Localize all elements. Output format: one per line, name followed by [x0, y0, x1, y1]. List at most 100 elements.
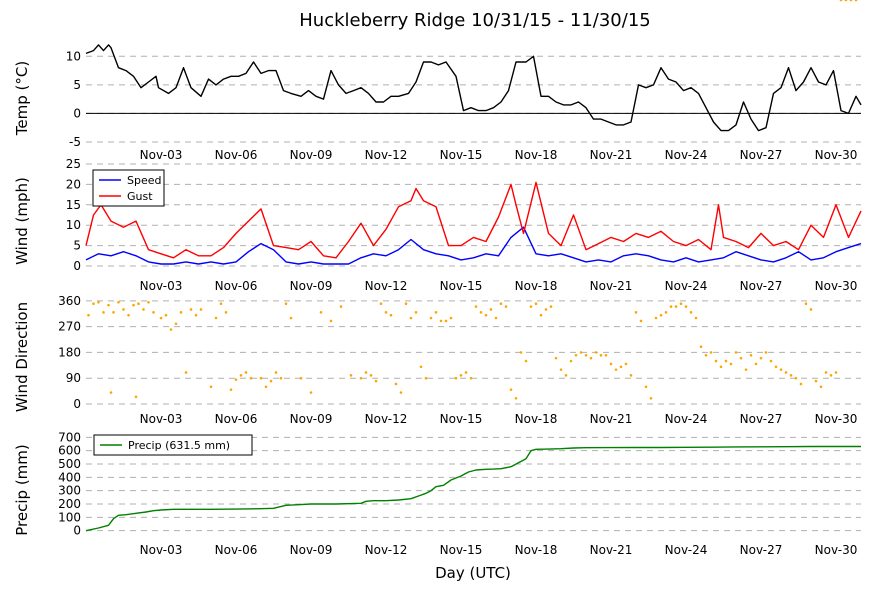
- wind-direction-point: [127, 313, 130, 317]
- legend-entry: Speed: [127, 174, 161, 187]
- x-tick-label: Nov-27: [740, 543, 783, 557]
- y-tick-label: 25: [66, 157, 81, 171]
- wind-direction-point: [309, 391, 313, 394]
- x-tick-label: Nov-03: [140, 543, 183, 557]
- wind-direction-point: [529, 305, 533, 308]
- wind-direction-point: [474, 305, 478, 308]
- wind-direction-point: [714, 359, 718, 363]
- wind-direction-point: [839, 0, 843, 2]
- wind-direction-point: [754, 362, 758, 366]
- x-tick-label: Nov-24: [665, 412, 708, 426]
- wind-direction-point: [744, 368, 748, 371]
- x-tick-label: Nov-18: [515, 412, 558, 426]
- wind-direction-point: [779, 368, 783, 371]
- wind-direction-point: [147, 300, 150, 304]
- wind-direction-point: [454, 376, 458, 380]
- wind-direction-point: [834, 371, 838, 374]
- wind-direction-point: [729, 362, 733, 366]
- wind-direction-point: [694, 316, 698, 320]
- wind-direction-point: [654, 316, 658, 320]
- wind-direction-point: [814, 379, 818, 383]
- wind-direction-point: [799, 382, 803, 386]
- wind-direction-point: [97, 300, 100, 304]
- wind-direction-point: [284, 302, 288, 306]
- wind-direction-point: [649, 396, 653, 400]
- x-tick-label: Nov-24: [665, 148, 708, 162]
- y-tick-label: 15: [66, 198, 81, 212]
- wind-direction-point: [274, 371, 278, 374]
- wind-direction-point: [179, 311, 183, 314]
- wind-direction-point: [269, 379, 273, 383]
- wind-direction-point: [724, 359, 728, 363]
- wind-direction-point: [264, 385, 268, 389]
- wind-direction-point: [434, 311, 438, 314]
- wind-direction-point: [794, 376, 798, 380]
- wind-direction-point: [484, 313, 488, 317]
- wind-direction-point: [734, 351, 738, 354]
- y-tick-label: 400: [58, 470, 81, 484]
- wind-direction-point: [87, 313, 90, 317]
- x-axis-label: Day (UTC): [435, 564, 511, 582]
- x-tick-label: Nov-12: [365, 279, 408, 293]
- legend: Speed Gust: [92, 169, 165, 207]
- wind-direction-point: [359, 376, 363, 380]
- wind-direction-point: [674, 305, 678, 308]
- wind-direction-point: [444, 319, 448, 323]
- wind-direction-point: [829, 374, 833, 377]
- series-line-gust: [85, 181, 862, 259]
- y-tick-label: 270: [58, 320, 81, 334]
- x-tick-label: Nov-06: [215, 279, 258, 293]
- wind-direction-point: [699, 345, 703, 349]
- wind-direction-point: [554, 356, 558, 360]
- wind-direction-point: [389, 313, 393, 317]
- wind-direction-point: [689, 311, 693, 314]
- wind-direction-point: [279, 376, 283, 380]
- wind-direction-point: [609, 362, 613, 366]
- y-tick-label: 0: [73, 259, 81, 273]
- panel-1: -5 0 5 10 Nov-03 Nov-06 Nov-09 Nov-12 Nov-15 Nov-…: [13, 44, 862, 162]
- wind-direction-point: [489, 308, 493, 311]
- x-tick-label: Nov-27: [740, 412, 783, 426]
- wind-direction-point: [599, 353, 603, 357]
- x-tick-label: Nov-21: [590, 148, 633, 162]
- panel-3: 0 90 180 270 360 Nov-03 Nov-06 Nov-09 Nov-12 Nov-…: [13, 0, 861, 426]
- wind-direction-point: [844, 0, 848, 2]
- x-tick-label: Nov-18: [515, 543, 558, 557]
- wind-direction-point: [549, 305, 553, 308]
- wind-direction-point: [374, 379, 378, 383]
- wind-direction-point: [774, 365, 778, 369]
- wind-direction-point: [234, 378, 238, 381]
- x-tick-label: Nov-06: [215, 148, 258, 162]
- wind-direction-point: [404, 302, 408, 306]
- wind-direction-point: [132, 303, 135, 307]
- wind-direction-point: [604, 353, 608, 357]
- x-tick-label: Nov-12: [365, 412, 408, 426]
- wind-direction-point: [409, 316, 413, 320]
- wind-direction-point: [459, 374, 463, 377]
- y-axis-label: Temp (°C): [13, 61, 31, 136]
- wind-direction-point: [769, 359, 773, 363]
- wind-direction-point: [419, 365, 423, 369]
- wind-direction-point: [259, 376, 263, 380]
- wind-direction-point: [759, 356, 763, 360]
- x-tick-label: Nov-27: [740, 148, 783, 162]
- wind-direction-point: [664, 311, 668, 314]
- wind-direction-point: [524, 359, 528, 363]
- wind-direction-point: [684, 305, 688, 308]
- legend: Precip (631.5 mm): [93, 434, 253, 456]
- wind-direction-point: [704, 353, 708, 357]
- x-tick-label: Nov-24: [665, 543, 708, 557]
- wind-direction-point: [634, 311, 638, 314]
- y-axis-label: Precip (mm): [13, 444, 31, 535]
- x-tick-label: Nov-09: [290, 412, 333, 426]
- wind-direction-point: [719, 365, 723, 369]
- wind-direction-point: [514, 396, 518, 400]
- x-tick-label: Nov-12: [365, 543, 408, 557]
- y-tick-label: 20: [66, 177, 81, 191]
- wind-direction-point: [539, 313, 543, 317]
- y-tick-label: 0: [73, 106, 81, 120]
- x-tick-label: Nov-21: [590, 543, 633, 557]
- wind-direction-point: [107, 303, 110, 307]
- wind-direction-point: [194, 313, 198, 317]
- y-tick-label: 500: [58, 457, 81, 471]
